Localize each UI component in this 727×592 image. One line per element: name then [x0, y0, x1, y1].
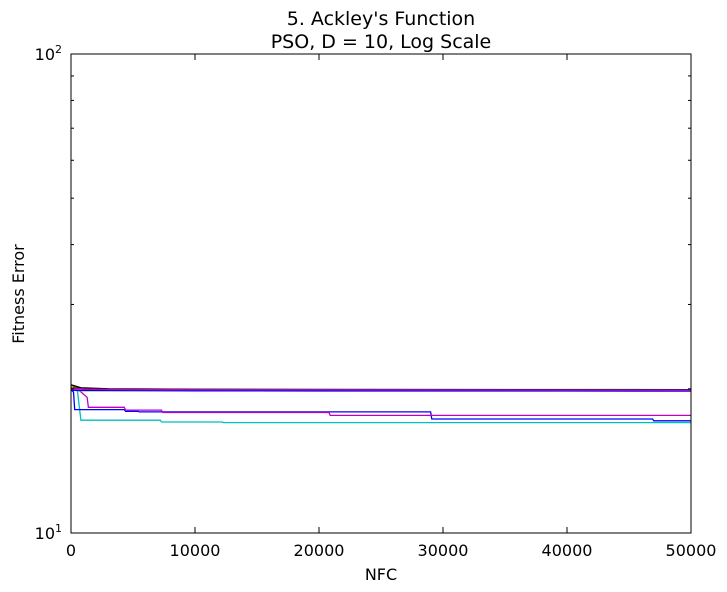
- series-line-3: [70, 389, 691, 417]
- x-tick-label: 40000: [542, 541, 593, 560]
- y-tick-base: 10: [35, 45, 55, 64]
- x-tick-label: 50000: [666, 541, 717, 560]
- x-tick-label: 0: [66, 541, 76, 560]
- y-tick-label: 101: [35, 522, 62, 543]
- y-tick-base: 10: [35, 524, 55, 543]
- chart-title: 5. Ackley's Function PSO, D = 10, Log Sc…: [271, 8, 492, 53]
- series-line-10: [70, 388, 692, 391]
- series-line-2: [70, 389, 691, 422]
- y-tick-exponent: 1: [55, 522, 62, 535]
- chart-title-line-1: 5. Ackley's Function: [287, 8, 475, 30]
- series-line-1: [70, 387, 691, 424]
- x-axis-label: NFC: [365, 565, 397, 584]
- chart-title-line-2: PSO, D = 10, Log Scale: [271, 31, 492, 53]
- x-tick-label: 30000: [418, 541, 469, 560]
- series-layer: [70, 384, 692, 424]
- x-tick-label: 20000: [294, 541, 345, 560]
- plot-area-frame: [70, 53, 692, 534]
- y-tick-label: 102: [35, 43, 62, 64]
- x-tick-label: 10000: [170, 541, 221, 560]
- y-tick-exponent: 2: [55, 43, 62, 56]
- series-line-9: [70, 389, 692, 392]
- y-axis-label: Fitness Error: [9, 244, 28, 344]
